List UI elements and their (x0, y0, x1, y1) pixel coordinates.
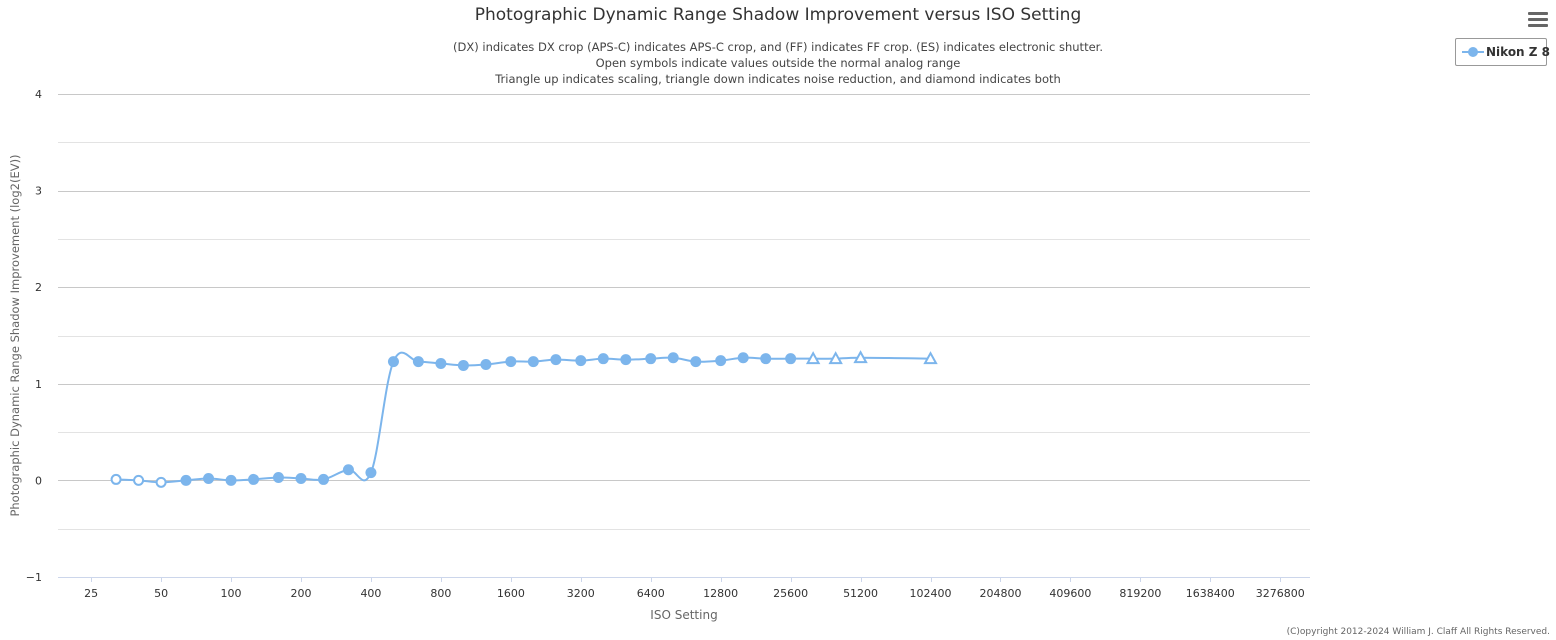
data-point (457, 359, 469, 371)
data-point-open (133, 474, 145, 486)
y-tick-label: 1 (35, 378, 42, 391)
data-point (248, 473, 260, 485)
data-point (505, 356, 517, 368)
y-tick-label: −1 (26, 571, 42, 584)
x-tick-label: 6400 (637, 587, 665, 600)
x-tick-label: 3200 (567, 587, 595, 600)
x-tick-label: 25600 (773, 587, 808, 600)
data-point (342, 464, 354, 476)
x-tick-label: 25 (84, 587, 98, 600)
data-point (480, 358, 492, 370)
subtitle-line: (DX) indicates DX crop (APS-C) indicates… (453, 40, 1103, 54)
data-point (527, 356, 539, 368)
x-tick-label: 400 (360, 587, 381, 600)
data-point (387, 356, 399, 368)
chart-title: Photographic Dynamic Range Shadow Improv… (474, 5, 1082, 25)
legend-symbol (1462, 47, 1484, 57)
data-point (667, 352, 679, 364)
data-point (365, 467, 377, 479)
data-point (225, 474, 237, 486)
legend-label: Nikon Z 8 (1486, 45, 1551, 59)
x-tick-label: 102400 (910, 587, 952, 600)
data-point (737, 352, 749, 364)
x-tick-label: 1638400 (1186, 587, 1235, 600)
data-point (597, 353, 609, 365)
x-tick-label: 819200 (1119, 587, 1161, 600)
x-tick-label: 50 (154, 587, 168, 600)
x-tick-label: 409600 (1049, 587, 1091, 600)
subtitle-line: Open symbols indicate values outside the… (595, 56, 961, 70)
x-tick-label: 3276800 (1256, 587, 1305, 600)
data-point-triangle (805, 351, 821, 365)
series-line (116, 351, 931, 484)
x-tick-label: 800 (430, 587, 451, 600)
data-point (715, 355, 727, 367)
x-tick-label: 200 (290, 587, 311, 600)
data-point (295, 472, 307, 484)
data-point (620, 354, 632, 366)
data-point (435, 358, 447, 370)
x-tick-label: 51200 (843, 587, 878, 600)
x-tick-label: 204800 (979, 587, 1021, 600)
data-point (550, 354, 562, 366)
data-point (180, 474, 192, 486)
data-point (412, 356, 424, 368)
data-point (318, 473, 330, 485)
data-point (690, 356, 702, 368)
copyright-text: (C)opyright 2012-2024 William J. Claff A… (1286, 627, 1550, 637)
y-axis-title: Photographic Dynamic Range Shadow Improv… (8, 154, 22, 516)
data-point-triangle (923, 351, 938, 365)
legend-item-nikon-z8[interactable]: Nikon Z 8 (1455, 38, 1551, 66)
y-tick-label: 2 (35, 281, 42, 294)
data-point (272, 472, 284, 484)
x-tick-label: 12800 (703, 587, 738, 600)
hamburger-menu-icon[interactable] (1526, 10, 1550, 30)
data-point (760, 353, 772, 365)
data-point (575, 355, 587, 367)
data-point (785, 353, 797, 365)
x-tick-label: 100 (221, 587, 242, 600)
y-tick-label: 4 (35, 88, 42, 101)
subtitle-line: Triangle up indicates scaling, triangle … (495, 72, 1061, 86)
data-point (645, 353, 657, 365)
x-axis-title: ISO Setting (650, 608, 717, 622)
y-tick-label: 0 (35, 474, 42, 487)
data-point-triangle (853, 350, 868, 364)
data-point-triangle (828, 351, 843, 365)
chart-subtitle: (DX) indicates DX crop (APS-C) indicates… (0, 39, 1556, 87)
data-point-open (110, 473, 122, 485)
data-point-open (155, 476, 167, 488)
y-tick-label: 3 (35, 185, 42, 198)
x-tick-label: 1600 (497, 587, 525, 600)
data-point (203, 472, 215, 484)
